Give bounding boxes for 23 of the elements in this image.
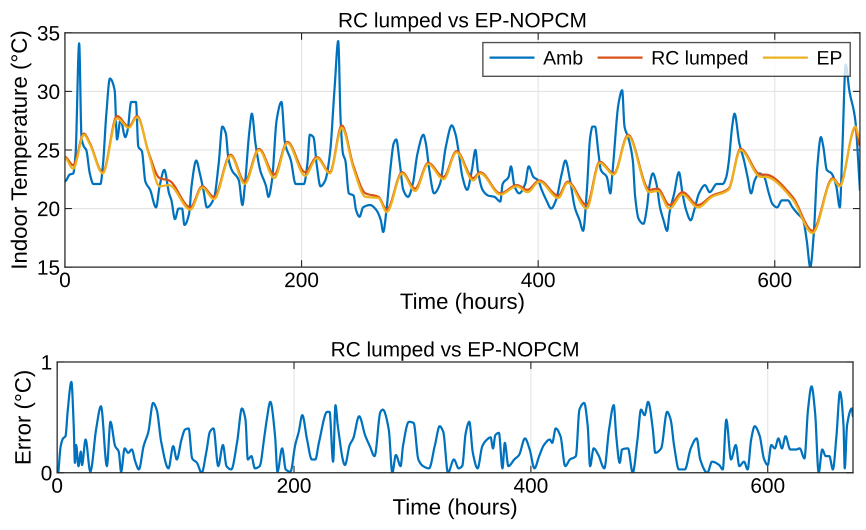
x-axis-title: Time (hours): [393, 498, 516, 520]
x-axis-title: Time (hours): [400, 292, 524, 314]
chart-title: RC lumped vs EP-NOPCM: [340, 12, 586, 32]
x-tick-label: 200: [285, 272, 318, 288]
x-tick-label: 600: [751, 478, 784, 493]
y-tick-label: 20: [38, 202, 60, 216]
legend-label: RC lumped: [652, 50, 748, 68]
y-tick-label: 35: [38, 26, 60, 41]
y-tick-label: 0: [42, 466, 52, 481]
y-tick-label: 1: [42, 355, 52, 370]
y-axis-title: Indoor Temperature (°C): [10, 32, 32, 268]
y-tick-label: 30: [38, 84, 60, 100]
x-tick-label: 400: [514, 478, 548, 493]
y-tick-label: 15: [38, 260, 60, 275]
x-tick-label: 0: [60, 272, 70, 288]
x-tick-label: 400: [521, 272, 555, 288]
x-tick-label: 600: [758, 272, 792, 288]
y-axis-title: Error (°C): [14, 371, 36, 464]
legend-label: Amb: [543, 50, 582, 65]
legend-label: EP: [818, 51, 842, 64]
x-tick-label: 200: [278, 478, 311, 493]
y-tick-label: 25: [38, 142, 60, 158]
chart-title: RC lumped vs EP-NOPCM: [332, 341, 578, 361]
